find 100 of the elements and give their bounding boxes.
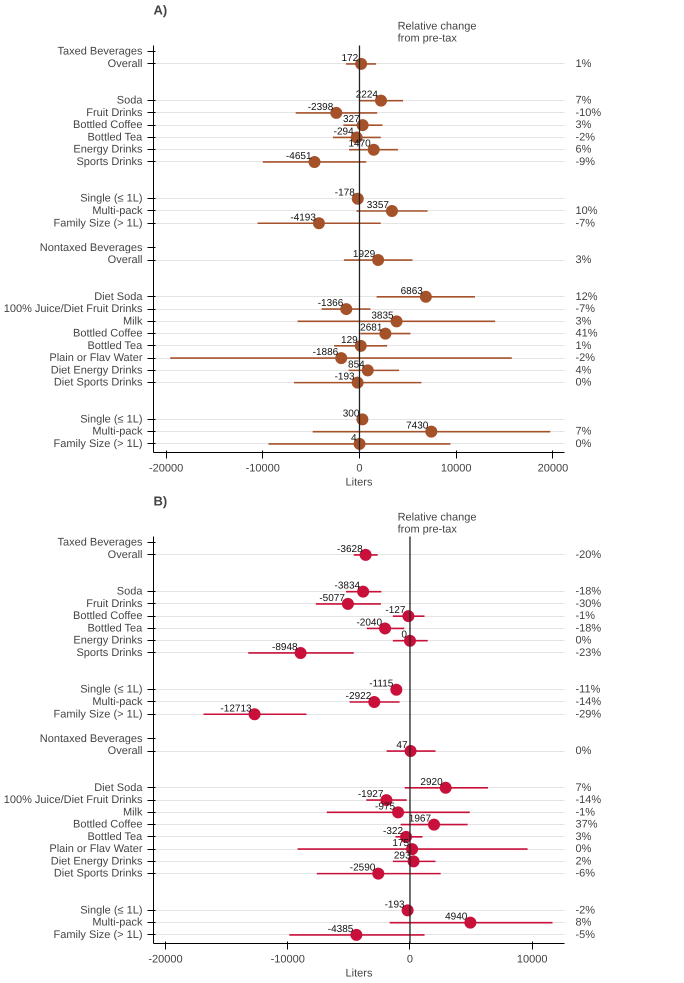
data-label: 172	[341, 52, 359, 64]
y-tick-label: Diet Sports Drinks	[54, 868, 143, 880]
x-tick-label: 0	[406, 954, 414, 966]
y-tick-label: Soda	[116, 586, 144, 598]
x-tick-label: 0	[356, 462, 363, 474]
y-tick-label: Bottled Coffee	[72, 610, 143, 622]
data-label: -975	[375, 801, 396, 812]
y2-tick-label: 1%	[576, 58, 592, 70]
data-label: -2398	[308, 102, 334, 113]
y-tick-label: Sports Drinks	[76, 646, 143, 659]
data-label: 7430	[406, 420, 429, 432]
data-label: -1927	[358, 789, 384, 800]
y-tick-label: Bottled Tea	[87, 830, 144, 843]
y-tick-label: Diet Soda	[94, 290, 144, 303]
y-tick-label: Overall	[108, 548, 142, 561]
y-tick-label: Plain or Flav Water	[49, 843, 143, 856]
y-tick-label: Family Size (> 1L)	[54, 217, 143, 230]
data-label: 293	[394, 850, 411, 862]
y-tick-label: Single (≤ 1L)	[80, 684, 143, 696]
data-label: 129	[341, 334, 358, 346]
y2-tick-label: -11%	[576, 684, 601, 696]
data-label: -1886	[312, 347, 339, 358]
data-label: -178	[334, 188, 356, 199]
data-label: 4	[350, 432, 357, 444]
data-label: -2040	[356, 617, 382, 628]
y-tick-label: Overall	[108, 254, 142, 266]
y-tick-label: Diet Sports Drinks	[54, 376, 143, 389]
y-tick-label: Energy Drinks	[73, 634, 143, 647]
y2-tick-label: -20%	[576, 548, 602, 561]
y-tick-label: Multi-pack	[92, 916, 143, 929]
y-tick-label: Overall	[108, 745, 142, 758]
y2-axis-title: Relative change from pre-tax	[398, 512, 477, 536]
x-tick-label: -10000	[246, 462, 280, 474]
y-tick-label: Sports Drinks	[76, 156, 143, 168]
y-tick-label: Diet Energy Drinks	[50, 855, 143, 868]
y2-tick-label: 3%	[576, 119, 592, 132]
data-label: 0	[401, 630, 408, 641]
y-tick-label: Multi-pack	[92, 426, 143, 438]
y2-tick-label: 0%	[576, 376, 592, 389]
x-tick-label: -20000	[148, 462, 184, 474]
data-label: -193	[334, 372, 356, 383]
y-tick-label: Family Size (> 1L)	[54, 928, 143, 941]
y-tick-label: Single (≤ 1L)	[80, 904, 143, 916]
data-label: -3834	[334, 580, 361, 592]
y2-tick-label: -14%	[576, 794, 602, 806]
y2-tick-label: 7%	[576, 782, 592, 794]
y2-tick-label: 3%	[576, 315, 592, 328]
y2-tick-label: 3%	[576, 254, 592, 266]
y2-tick-label: 6%	[576, 144, 592, 156]
y-tick-label: Soda	[116, 94, 144, 107]
y2-tick-label: 2%	[576, 855, 592, 868]
data-label: -127	[385, 605, 406, 616]
y-tick-label: Bottled Tea	[87, 340, 144, 352]
data-label: -4651	[286, 150, 312, 162]
y-tick-label: Taxed Beverages	[58, 536, 143, 549]
y-tick-label: Milk	[122, 806, 143, 818]
y2-tick-label: -10%	[576, 106, 602, 119]
data-label: -1115	[369, 678, 394, 690]
data-label: -8948	[272, 642, 298, 653]
y2-axis-title: Relative change from pre-tax	[398, 20, 477, 44]
y-tick-label: Energy Drinks	[73, 144, 143, 156]
x-tick-label: -10000	[270, 954, 305, 966]
data-label: -4385	[328, 924, 354, 935]
y2-tick-label: -2%	[576, 131, 596, 144]
data-label: -2922	[346, 690, 372, 702]
y2-tick-label: 10%	[576, 204, 598, 217]
y2-tick-label: -29%	[576, 708, 602, 720]
x-tick-label: 10000	[516, 954, 548, 966]
data-label: 2681	[360, 322, 383, 334]
point	[408, 855, 420, 868]
y-tick-label: 100% Juice/Diet Fruit Drinks	[4, 303, 143, 316]
data-label: -193	[384, 899, 406, 910]
data-label: 175	[392, 838, 410, 850]
y2-tick-label: 41%	[576, 328, 598, 340]
y-tick-label: Family Size (> 1L)	[54, 708, 143, 720]
data-label: 4940	[445, 912, 468, 923]
data-label: -294	[334, 126, 354, 138]
y2-tick-label: -6%	[576, 868, 596, 880]
y-tick-label: Diet Energy Drinks	[50, 364, 143, 376]
data-label: 327	[342, 114, 360, 126]
data-label: -1366	[318, 298, 344, 310]
y2-tick-label: 0%	[576, 745, 592, 758]
data-label: 47	[396, 740, 408, 752]
y-tick-label: Fruit Drinks	[86, 598, 143, 610]
x-axis-title: Liters	[346, 476, 373, 488]
y2-tick-label: -14%	[576, 696, 602, 708]
y2-tick-label: 12%	[576, 290, 598, 303]
x-axis-title: Liters	[346, 968, 373, 980]
data-label: -2590	[350, 862, 376, 874]
y2-tick-label: -1%	[576, 610, 596, 622]
y-tick-label: Bottled Coffee	[72, 818, 143, 831]
data-label: 3357	[366, 200, 390, 211]
y2-tick-label: 37%	[576, 818, 598, 831]
y-tick-label: Nontaxed Beverages	[40, 242, 143, 254]
y2-tick-label: -2%	[576, 904, 596, 916]
y2-tick-label: 0%	[576, 438, 592, 450]
y2-tick-label: 0%	[576, 634, 592, 647]
chart-title: B)	[154, 494, 168, 508]
data-label: -322	[383, 826, 404, 837]
y-tick-label: Taxed Beverages	[58, 46, 143, 58]
